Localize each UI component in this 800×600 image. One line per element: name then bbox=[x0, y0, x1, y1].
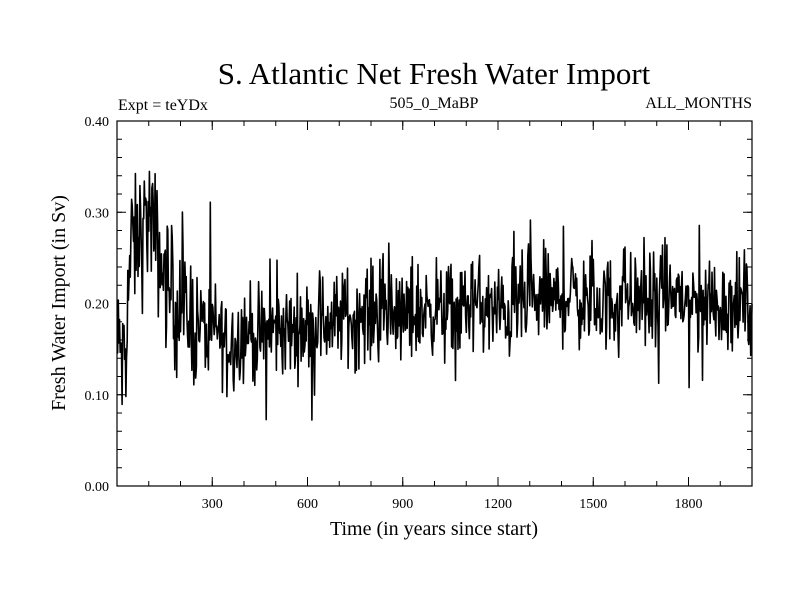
y-tick-label: 0.20 bbox=[85, 298, 110, 313]
x-tick-label: 300 bbox=[202, 497, 223, 512]
x-tick-label: 1800 bbox=[675, 497, 703, 512]
y-tick-label: 0.00 bbox=[85, 480, 110, 495]
experiment-label: Expt = teYDx bbox=[118, 97, 208, 114]
chart-title: S. Atlantic Net Fresh Water Import bbox=[218, 56, 651, 91]
series-line bbox=[116, 170, 753, 421]
x-tick-label: 1500 bbox=[579, 497, 607, 512]
y-tick-label: 0.40 bbox=[85, 115, 110, 130]
months-label: ALL_MONTHS bbox=[645, 95, 752, 112]
y-tick-label: 0.30 bbox=[85, 206, 110, 221]
period-label: 505_0_MaBP bbox=[390, 95, 479, 112]
x-tick-label: 900 bbox=[392, 497, 413, 512]
y-axis-ticks: 0.00 0.10 0.20 0.30 0.40 bbox=[85, 115, 752, 495]
x-tick-label: 600 bbox=[297, 497, 318, 512]
plot-frame bbox=[116, 120, 753, 487]
x-tick-label: 1200 bbox=[484, 497, 512, 512]
x-axis-label: Time (in years since start) bbox=[330, 518, 538, 540]
x-axis-ticks: 300 600 900 1200 1500 1800 bbox=[148, 121, 721, 512]
y-tick-label: 0.10 bbox=[85, 389, 110, 404]
y-axis-label: Fresh Water Import (in Sv) bbox=[48, 195, 70, 411]
